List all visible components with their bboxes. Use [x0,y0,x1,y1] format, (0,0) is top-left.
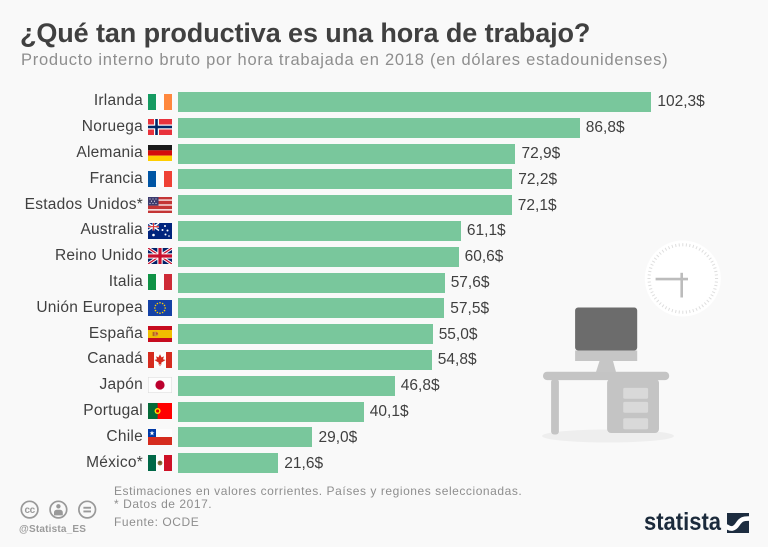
svg-text:cc: cc [25,505,36,516]
